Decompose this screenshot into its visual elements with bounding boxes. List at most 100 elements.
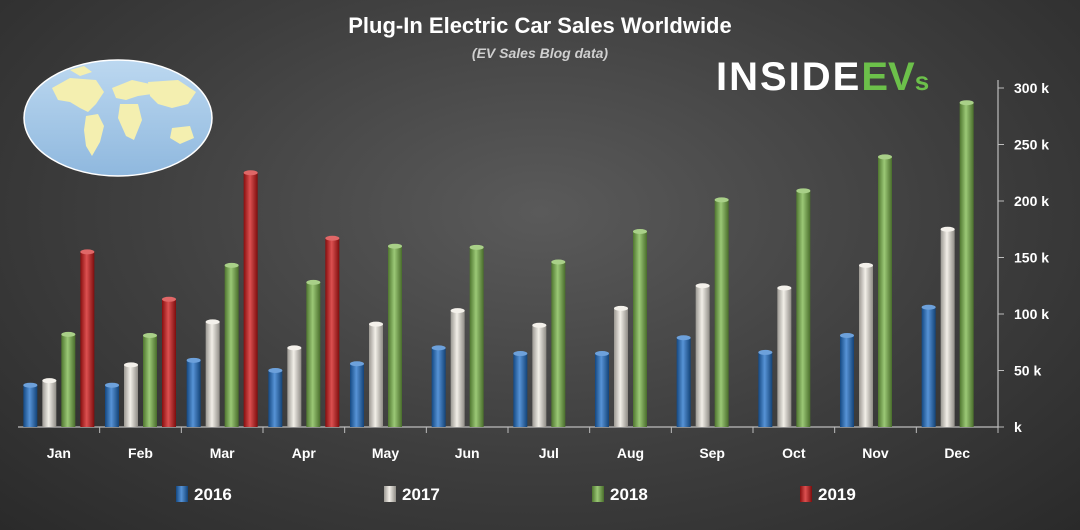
bar-cap (758, 349, 773, 355)
bar (224, 265, 239, 427)
legend: 2016 2017 2018 2019 (176, 485, 856, 504)
bar (714, 199, 729, 427)
bar-2016-May (350, 361, 364, 427)
bar (859, 265, 873, 427)
bar-2016-Apr (268, 368, 283, 427)
y-tick-label: 50 k (1014, 363, 1041, 379)
bar-cap (186, 357, 201, 363)
bar-cap (796, 188, 811, 194)
x-axis: Jan Feb Mar Apr May Jun Jul Aug Sep Oct Nov Dec (47, 427, 999, 461)
bar (551, 262, 566, 427)
bar (388, 246, 402, 427)
bar (777, 288, 792, 427)
bar (325, 238, 340, 427)
bar-2017-Oct (777, 285, 792, 427)
bar (532, 325, 547, 427)
legend-item-2018: 2018 (592, 485, 648, 504)
bar (186, 360, 201, 427)
bar-2018-Apr (306, 279, 321, 427)
x-tick-label: May (372, 445, 399, 461)
bar-cap (205, 319, 220, 325)
bar-cap (633, 229, 647, 235)
bar-cap (532, 322, 547, 328)
bar-cap (61, 331, 76, 337)
bar-cap (940, 226, 955, 232)
bar-cap (224, 262, 239, 268)
bar-2018-Sep (714, 197, 729, 427)
legend-swatch (176, 486, 188, 502)
x-tick-label: Feb (128, 445, 153, 461)
bar-2018-Nov (878, 154, 892, 427)
bar (513, 353, 528, 427)
bar-2016-Jan (23, 382, 38, 427)
brand-name-part3: s (915, 66, 929, 96)
bar-cap (306, 279, 321, 285)
bar-2017-Aug (614, 305, 628, 427)
bar (840, 335, 854, 427)
x-tick-label: Apr (292, 445, 317, 461)
bar-cap (614, 305, 628, 311)
bar-cap (959, 100, 974, 106)
bar-2016-Sep (676, 335, 691, 427)
bar (369, 324, 383, 427)
bar-2018-Jan (61, 331, 76, 427)
bar (940, 229, 955, 427)
bar-2017-Jan (42, 378, 57, 427)
y-tick-label: 200 k (1014, 193, 1049, 209)
bar (796, 190, 811, 427)
legend-label: 2017 (402, 485, 440, 504)
bar (80, 251, 95, 427)
bar-cap (859, 262, 873, 268)
bar (105, 385, 119, 427)
bar-2017-Dec (940, 226, 955, 427)
bar-cap (921, 304, 936, 310)
legend-swatch (384, 486, 396, 502)
bar-2016-Aug (595, 351, 609, 427)
bar-2016-Jun (431, 345, 446, 427)
brand-logo: INSIDEEVs (716, 55, 929, 99)
bar-cap (42, 378, 57, 384)
x-tick-label: Sep (699, 445, 725, 461)
bar (42, 380, 57, 427)
bar-cap (287, 345, 302, 351)
bar-2018-Jun (469, 244, 484, 427)
bar-cap (595, 351, 609, 357)
bar (614, 308, 628, 427)
legend-item-2017: 2017 (384, 485, 440, 504)
bar-cap (388, 243, 402, 249)
world-map-icon (23, 59, 213, 177)
x-tick-label: Jan (47, 445, 71, 461)
svg-text:INSIDEEVs: INSIDEEVs (716, 55, 929, 99)
bar-2016-Mar (186, 357, 201, 427)
bar (243, 172, 258, 427)
bar-2017-Mar (205, 319, 220, 427)
bar (595, 353, 609, 427)
bar (450, 310, 465, 427)
bar-2016-Feb (105, 382, 119, 427)
y-tick-label: 100 k (1014, 306, 1049, 322)
bar-cap (105, 382, 119, 388)
bar (469, 247, 484, 427)
bar-2017-Jul (532, 322, 547, 427)
bar-cap (143, 332, 157, 338)
bar (287, 347, 302, 427)
bar-2017-Apr (287, 345, 302, 427)
bar-2018-Feb (143, 332, 157, 427)
bar (205, 321, 220, 427)
bar-cap (350, 361, 364, 367)
bar-2017-Sep (695, 283, 710, 427)
bar-cap (513, 351, 528, 357)
bar-cap (80, 249, 95, 255)
bar-2017-May (369, 321, 383, 427)
bar-cap (450, 308, 465, 314)
x-tick-label: Mar (210, 445, 235, 461)
bars (23, 100, 974, 427)
bar (306, 282, 321, 427)
bar-2016-Jul (513, 351, 528, 427)
legend-item-2019: 2019 (800, 485, 856, 504)
x-tick-label: Dec (944, 445, 970, 461)
bar (431, 347, 446, 427)
legend-label: 2016 (194, 485, 232, 504)
y-axis: k 50 k 100 k 150 k 200 k 250 k 300 k (998, 80, 1049, 435)
bar (61, 334, 76, 427)
